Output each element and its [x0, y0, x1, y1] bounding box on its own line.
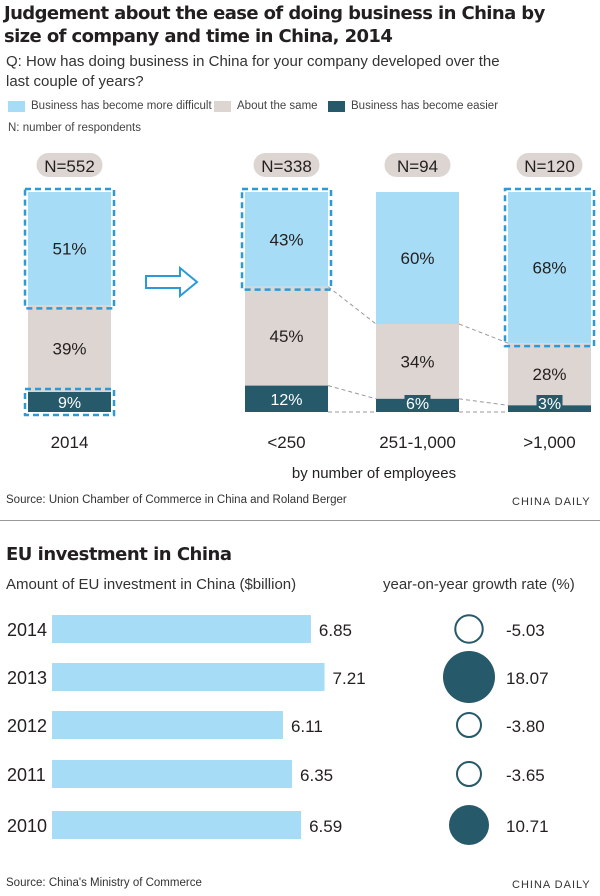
growth-value-0: -5.03	[506, 621, 545, 640]
n-pill-3	[516, 153, 583, 177]
bar-difficult-3	[508, 192, 591, 344]
value-label-difficult-2: 60%	[400, 249, 434, 268]
investment-value-1: 7.21	[333, 669, 366, 688]
category-label-2: 251-1,000	[379, 433, 456, 452]
growth-value-2: -3.80	[506, 717, 545, 736]
n-label-2: N=94	[397, 157, 438, 176]
year-label-1: 2013	[7, 668, 47, 688]
investment-bar-0	[52, 615, 311, 643]
bar-same-3	[508, 343, 591, 406]
investment-value-0: 6.85	[319, 621, 352, 640]
category-label-1: <250	[267, 433, 305, 452]
value-label-easier-1: 12%	[270, 392, 302, 409]
survey-question: Q: How has doing business in China for y…	[6, 53, 500, 90]
value-label-same-3: 28%	[532, 365, 566, 384]
business-ease-chart: N=552 2014 N=338 <250 N=94 251-1,000 N=120 >1,0…	[23, 153, 596, 482]
legend-item-same: About the same	[214, 100, 318, 112]
legend-item-easier: Business has become easier	[328, 100, 498, 112]
highlight-box-1	[23, 387, 116, 417]
value-badge-3	[536, 395, 563, 412]
value-label-same-2: 34%	[400, 352, 434, 371]
legend-label-easier: Business has become easier	[351, 100, 499, 112]
legend-label-difficult: Business has become more difficult	[31, 100, 212, 112]
value-label-easier-3: 3%	[538, 396, 561, 413]
investment-bar-2	[52, 711, 283, 739]
value-label-same-0: 39%	[52, 340, 86, 359]
growth-bubble-3	[456, 761, 482, 787]
value-label-same-1: 45%	[269, 327, 303, 346]
growth-rate-label: year-on-year growth rate (%)	[383, 576, 575, 593]
growth-value-4: 10.71	[506, 817, 549, 836]
year-label-4: 2010	[7, 816, 47, 836]
bar-difficult-0	[28, 192, 111, 306]
bar-easier-0	[28, 392, 111, 412]
legend-swatch-same	[214, 100, 231, 112]
n-pill-2	[384, 153, 451, 177]
value-label-easier-0: 9%	[58, 395, 81, 412]
connector-line-1-1	[327, 286, 377, 325]
investment-bar-1	[52, 663, 325, 691]
growth-bubble-1	[443, 651, 495, 703]
bar-same-0	[28, 305, 111, 392]
growth-value-3: -3.65	[506, 766, 545, 785]
connector-line-1-2	[327, 385, 377, 400]
value-badge-2	[404, 395, 431, 412]
legend-swatch-difficult	[8, 100, 25, 112]
highlight-box-0	[23, 187, 116, 310]
n-pill-1	[253, 153, 320, 177]
category-label-0: 2014	[51, 433, 89, 452]
bar-easier-1	[245, 385, 328, 412]
investment-bar-3	[52, 760, 293, 788]
arrow-icon	[145, 265, 199, 299]
chart2-source: Source: China's Ministry of Commerce	[6, 877, 202, 889]
bar-difficult-2	[376, 192, 459, 324]
highlight-box-3	[503, 187, 596, 348]
growth-bubble-0	[454, 614, 484, 644]
legend-swatch-easier	[328, 100, 345, 112]
investment-value-3: 6.35	[300, 766, 333, 785]
bar-difficult-1	[245, 192, 328, 287]
year-label-3: 2011	[7, 765, 46, 785]
connector-line-2-1	[458, 323, 509, 344]
value-label-difficult-1: 43%	[269, 230, 303, 249]
investment-value-2: 6.11	[291, 717, 323, 736]
chart1-brand: CHINA DAILY	[512, 496, 591, 508]
n-label-3: N=120	[524, 157, 575, 176]
growth-bubble-2	[456, 712, 482, 738]
connector-line-2-2	[458, 398, 509, 406]
bar-same-2	[376, 324, 459, 399]
n-label-1: N=338	[261, 157, 312, 176]
investment-value-4: 6.59	[309, 817, 342, 836]
n-label-0: N=552	[44, 157, 95, 176]
chart2-ylabel: Amount of EU investment in China ($billi…	[6, 576, 297, 593]
highlight-box-2	[240, 187, 333, 291]
respondents-note: N: number of respondents	[8, 122, 141, 134]
section-divider	[0, 520, 600, 521]
chart2-brand: CHINA DAILY	[512, 879, 591, 891]
chart1-source: Source: Union Chamber of Commerce in Chi…	[6, 494, 347, 506]
growth-value-1: 18.07	[506, 669, 549, 688]
category-label-3: >1,000	[523, 433, 575, 452]
legend-item-difficult: Business has become more difficult	[8, 100, 212, 112]
legend-label-same: About the same	[237, 100, 318, 112]
bar-same-1	[245, 286, 328, 386]
value-label-difficult-3: 68%	[532, 259, 566, 278]
value-label-difficult-0: 51%	[52, 240, 86, 259]
chart1-title: Judgement about the ease of doing busine…	[4, 3, 545, 47]
investment-bar-4	[52, 811, 302, 839]
year-label-2: 2012	[7, 716, 47, 736]
year-label-0: 2014	[7, 620, 47, 640]
value-label-easier-2: 6%	[406, 396, 429, 413]
growth-bubble-4	[448, 804, 490, 846]
x-axis-label: by number of employees	[292, 465, 456, 482]
n-pill-0	[36, 153, 103, 177]
chart2-title: EU investment in China	[6, 544, 232, 565]
